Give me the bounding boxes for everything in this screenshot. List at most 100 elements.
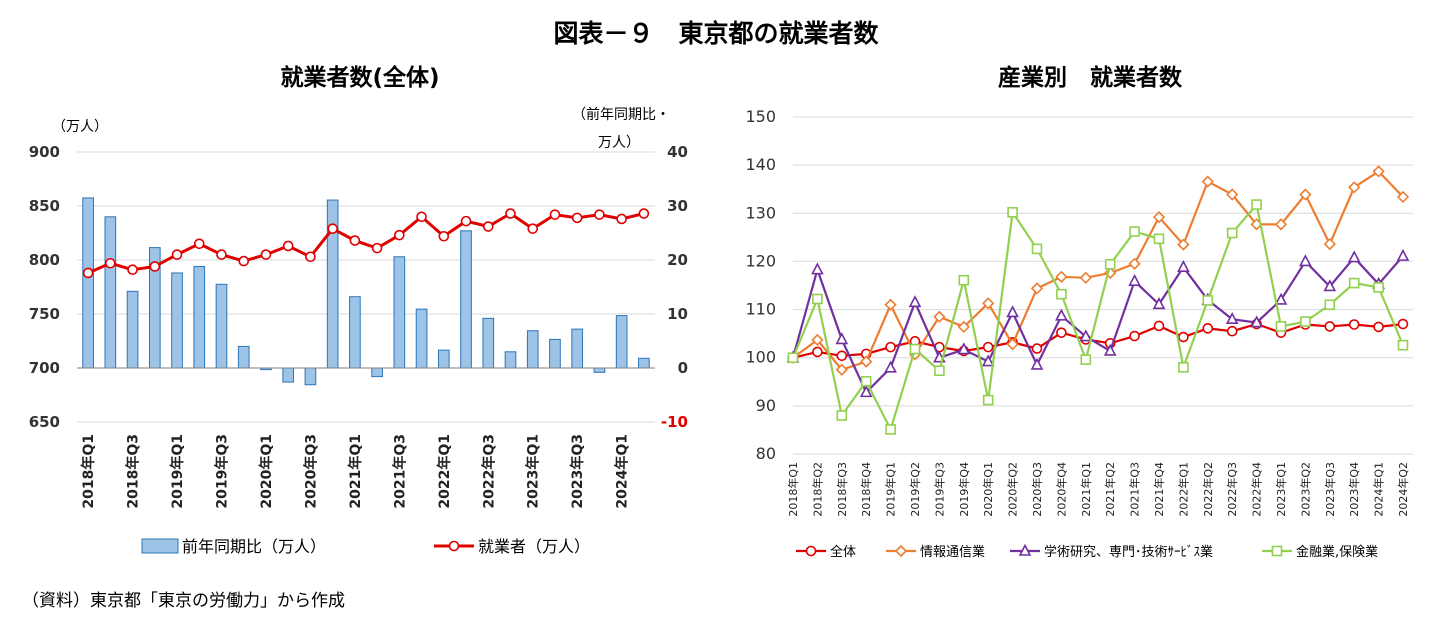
x-tick-label: 2023年Q3 (569, 434, 586, 509)
series-marker (1226, 325, 1238, 337)
series-marker (860, 376, 872, 387)
series-marker (1250, 315, 1263, 328)
left-y-tick-label: 900 (29, 143, 60, 161)
x-tick-label: 2021年Q3 (1128, 462, 1142, 517)
series-marker (1397, 339, 1409, 351)
yoy-bar (437, 349, 450, 369)
series-marker (885, 341, 896, 353)
employed-marker (193, 238, 205, 250)
y-tick-label: 120 (745, 251, 776, 270)
y-tick-label: 130 (745, 203, 776, 222)
yoy-bar (526, 330, 539, 369)
series-marker (811, 262, 824, 275)
source-note: （資料）東京都「東京の労働力」から作成 (22, 591, 345, 611)
yoy-bar (171, 272, 183, 369)
legend-label: 金融業,保険業 (1296, 544, 1378, 560)
right-axis-unit-line2: 万人） (598, 135, 640, 151)
series-marker (934, 365, 945, 377)
series-marker (1397, 318, 1409, 330)
x-tick-label: 2020年Q2 (1006, 462, 1020, 517)
x-tick-label: 2020年Q3 (302, 434, 319, 509)
series-marker (1348, 319, 1360, 330)
left-y-tick-label: 750 (29, 305, 60, 323)
yoy-bar (237, 345, 250, 369)
series-marker (981, 354, 995, 367)
yoy-bar (504, 351, 517, 369)
series-marker (1056, 288, 1067, 300)
series-marker (835, 332, 849, 345)
employed-marker (416, 211, 427, 223)
series-marker (1202, 295, 1214, 306)
employed-marker (482, 221, 494, 232)
series-marker (957, 342, 971, 355)
x-tick-label: 2018年Q3 (835, 462, 849, 517)
legend-swatch-marker (805, 545, 817, 557)
employed-marker (460, 215, 472, 227)
series-marker (1177, 259, 1190, 273)
x-tick-label: 2022年Q3 (480, 434, 497, 509)
left-chart-title: 就業者数(全体) (280, 65, 440, 91)
employed-marker (638, 208, 650, 219)
legend-swatch-marker (1271, 545, 1283, 557)
employed-marker (527, 223, 539, 234)
x-tick-label: 2020年Q1 (258, 434, 275, 509)
series-line (792, 322, 1404, 359)
left-y-tick-label: 800 (29, 251, 60, 269)
yoy-bar (215, 283, 228, 369)
x-tick-label: 2021年Q1 (1079, 462, 1093, 517)
right-y-tick-label: 20 (667, 251, 688, 269)
series-marker (1300, 316, 1311, 327)
legend-bar-label: 前年同期比（万人） (182, 537, 326, 556)
series-marker (1079, 271, 1092, 284)
x-tick-label: 2019年Q3 (214, 434, 231, 509)
yoy-bar (615, 315, 628, 369)
right-y-tick-label: 10 (667, 305, 688, 323)
x-tick-label: 2023年Q3 (1323, 462, 1337, 517)
employed-marker (305, 251, 316, 263)
right-y-tick-label: 30 (667, 197, 688, 215)
x-tick-label: 2018年Q4 (859, 462, 873, 517)
y-tick-label: 150 (745, 107, 776, 126)
employed-marker (549, 209, 561, 220)
legend-label: 全体 (830, 544, 856, 560)
series-marker (908, 295, 922, 308)
series-marker (1006, 305, 1019, 318)
series-marker (1396, 190, 1410, 204)
series-marker (1373, 321, 1384, 333)
employed-marker (327, 223, 338, 234)
series-marker (884, 360, 897, 373)
series-marker (836, 350, 848, 362)
legend-label: 学術研究、専門･技術ｻｰﾋﾞｽ業 (1044, 544, 1213, 560)
right-chart-title: 産業別 就業者数 (998, 65, 1182, 91)
x-tick-label: 2022年Q2 (1201, 462, 1215, 517)
yoy-bar (371, 367, 383, 378)
series-marker (957, 320, 970, 334)
employed-marker (616, 213, 627, 225)
x-tick-label: 2021年Q4 (1152, 462, 1166, 517)
employed-marker (260, 249, 272, 260)
employment-total-chart: （万人） （前年同期比・ 万人） 650 700 750 800 850 900 -10 0 1… (29, 106, 688, 556)
series-marker (1055, 270, 1068, 283)
series-line (792, 169, 1404, 372)
legend-bar-swatch (141, 538, 179, 554)
employed-marker (282, 240, 294, 252)
x-tick-label: 2022年Q1 (1176, 462, 1190, 517)
series-marker (1275, 321, 1287, 332)
left-y-tick-label: 700 (29, 359, 60, 377)
employment-by-industry-chart: 80 90 100 110 120 130 140 150 2018年Q1 2018年Q2 2018… (745, 107, 1413, 560)
series-marker (1007, 207, 1018, 218)
legend-label: 情報通信業 (920, 544, 985, 560)
x-tick-label: 2024年Q1 (614, 434, 631, 509)
x-tick-label: 2018年Q3 (125, 434, 142, 509)
x-tick-label: 2023年Q1 (525, 434, 542, 509)
series-marker (1152, 211, 1166, 224)
series-marker (1152, 297, 1166, 310)
series-marker (1178, 362, 1189, 373)
series-marker (1323, 279, 1337, 292)
left-axis-unit: （万人） (52, 119, 108, 135)
y-tick-label: 80 (756, 444, 776, 463)
x-tick-label: 2018年Q2 (810, 462, 824, 517)
x-tick-label: 2019年Q2 (908, 462, 922, 517)
yoy-bar (571, 328, 584, 369)
x-tick-label: 2018年Q1 (786, 462, 800, 517)
